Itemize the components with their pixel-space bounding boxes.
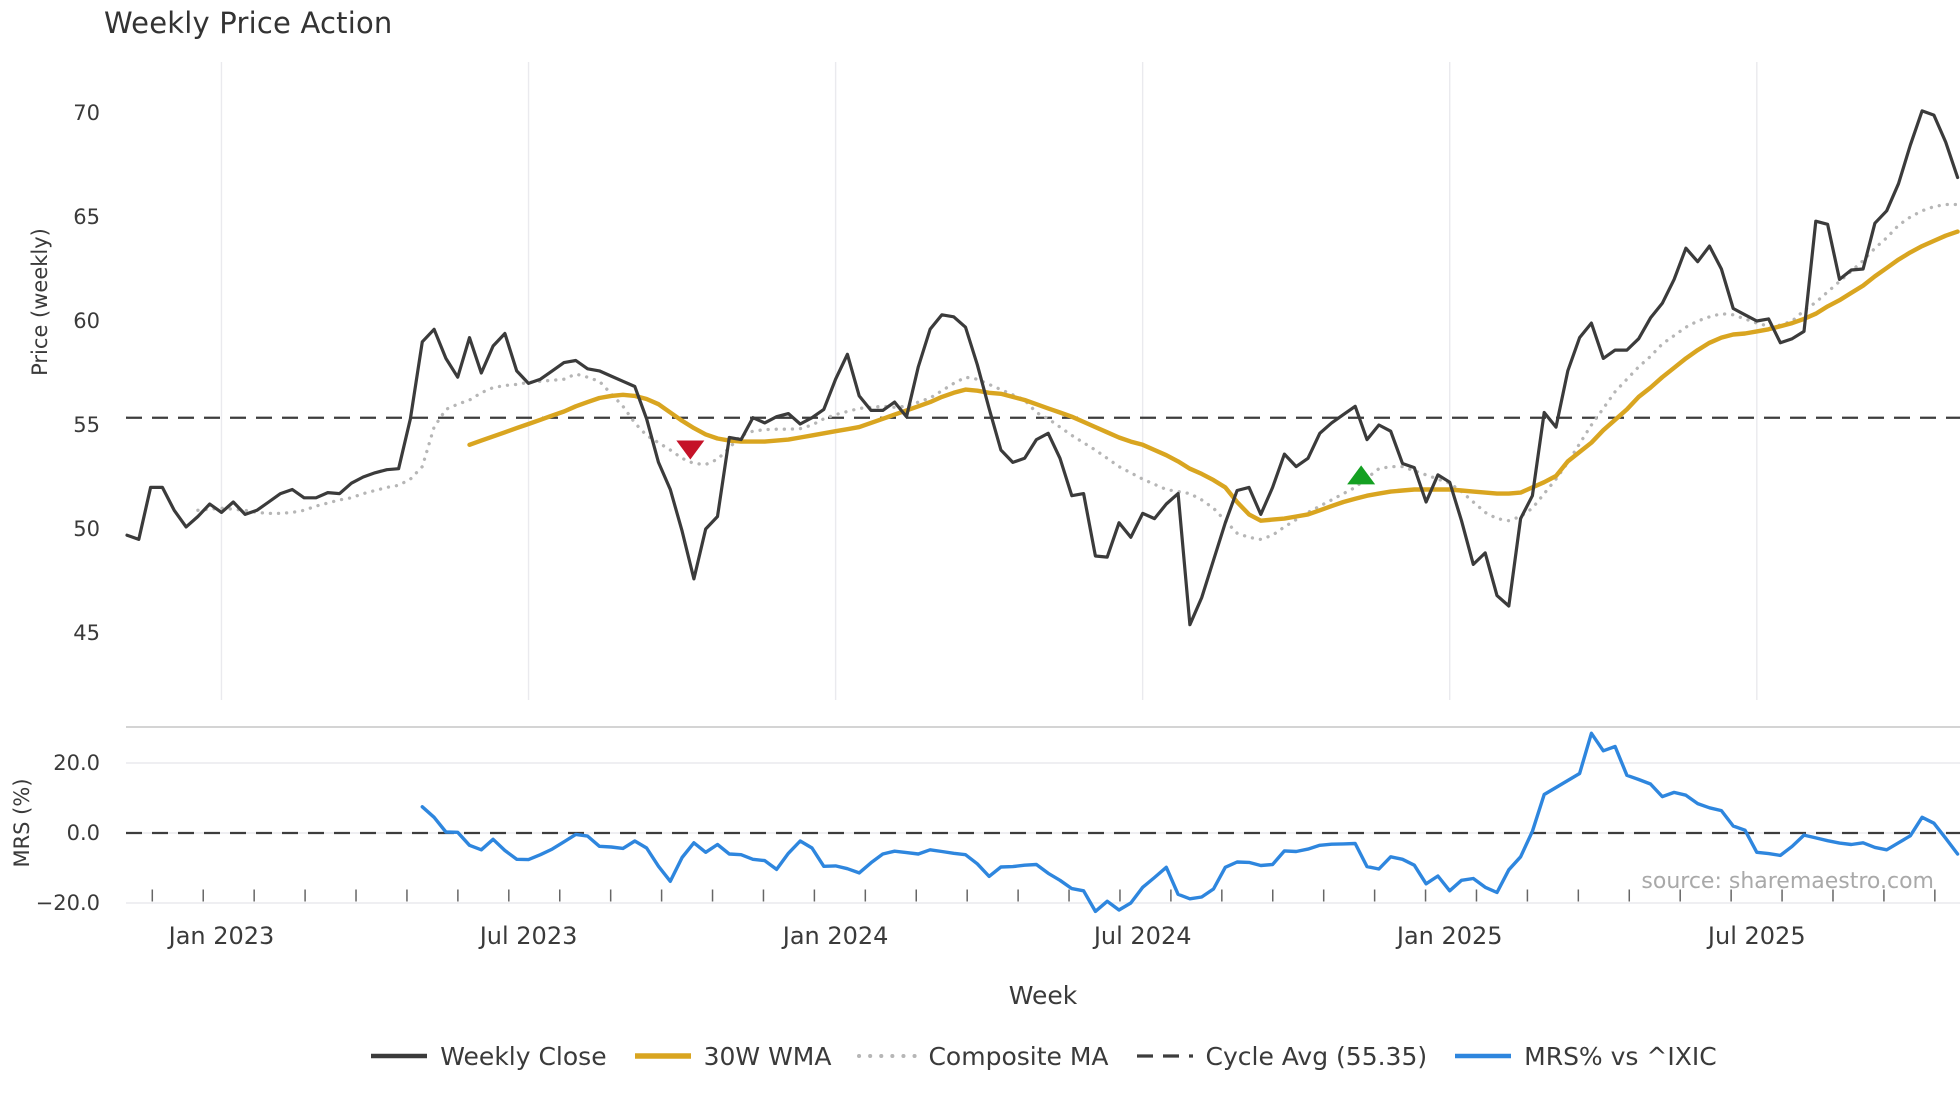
wma-line [467,229,1960,523]
mrs-ytick: −20.0 [35,891,100,915]
x-axis-label: Week [1008,981,1078,1010]
legend-item: Cycle Avg (55.35) [1135,1041,1428,1071]
price-ytick: 65 [73,205,100,229]
price-axis-label: Price (weekly) [28,228,52,376]
mrs-ytick: 0.0 [66,821,100,845]
mrs-line [420,731,1960,914]
legend-label: 30W WMA [703,1041,832,1071]
x-tick: Jul 2023 [479,922,578,950]
legend-label: Cycle Avg (55.35) [1205,1041,1428,1071]
legend-item: Weekly Close [369,1041,607,1071]
legend: Weekly Close 30W WMA Composite MA Cycle Avg… [126,1038,1960,1074]
legend-item: 30W WMA [633,1041,832,1071]
legend-label: MRS% vs ^IXIC [1524,1041,1717,1071]
legend-swatch-dotted-icon [857,1054,918,1058]
composite-ma-line [196,202,1960,542]
x-tick: Jan 2023 [168,922,275,950]
price-ytick: 55 [73,413,100,437]
price-ytick: 50 [73,517,100,541]
legend-swatch-solid-icon [634,1053,691,1059]
legend-swatch-solid-icon [1455,1053,1512,1059]
legend-item: MRS% vs ^IXIC [1453,1042,1717,1071]
x-tick: Jan 2024 [782,922,889,950]
source-note: source: sharemaestro.com [1641,869,1934,894]
x-tick: Jul 2024 [1093,922,1192,950]
price-ytick: 70 [73,101,100,125]
chart-title: Weekly Price Action [104,6,393,40]
price-ytick: 45 [73,621,100,645]
legend-swatch-dashed-icon [1136,1054,1193,1058]
price-ytick: 60 [73,309,100,333]
legend-swatch-solid-icon [371,1053,428,1059]
buy-marker-icon [1347,465,1376,485]
legend-label: Weekly Close [440,1041,607,1071]
legend-item: Composite MA [857,1041,1109,1071]
sell-marker-icon [676,440,705,460]
weekly-close-line [125,109,1960,627]
mrs-ytick: 20.0 [53,751,100,775]
legend-label: Composite MA [928,1041,1109,1071]
x-tick: Jan 2025 [1396,922,1503,950]
x-tick: Jul 2025 [1707,922,1806,950]
